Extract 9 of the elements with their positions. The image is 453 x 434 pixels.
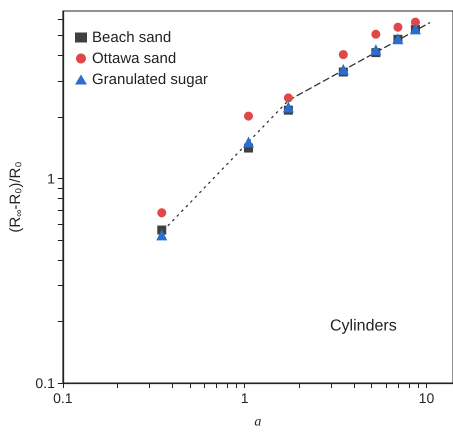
legend-label: Beach sand: [92, 29, 172, 46]
legend-label: Granulated sugar: [92, 71, 208, 88]
x-tick-label: 1: [240, 390, 249, 406]
y-axis-title: (R∞-R₀)/R₀: [7, 161, 25, 233]
annotation: Cylinders: [330, 318, 397, 334]
legend-label: Ottawa sand: [92, 50, 176, 67]
x-axis-title: a: [254, 414, 262, 430]
x-tick-label: 10: [418, 390, 434, 406]
x-tick-label: 0.1: [53, 390, 73, 406]
